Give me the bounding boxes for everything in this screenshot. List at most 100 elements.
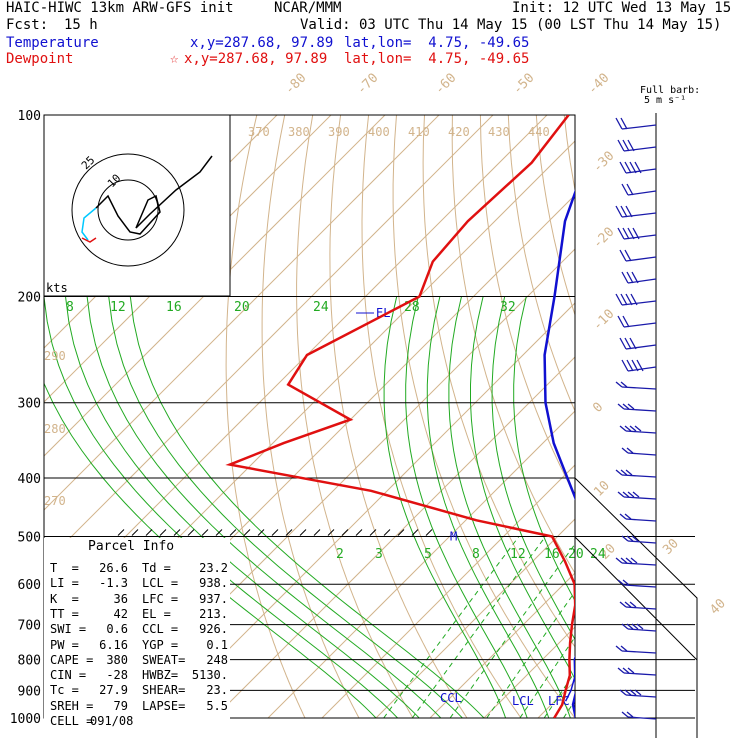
wind-barb-flag <box>634 689 642 696</box>
hatch-mark <box>243 529 251 536</box>
wind-barb-flag <box>631 271 639 284</box>
hatch-mark <box>159 529 167 536</box>
parcel-info-cell: Td = <box>142 561 171 575</box>
pressure-tick-label: 400 <box>18 472 41 487</box>
parcel-info-cell: SHEAR= <box>142 683 186 698</box>
wind-barb <box>627 540 657 544</box>
dewpoint-latlon: lat,lon= 4.75, -49.65 <box>344 51 530 67</box>
parcel-info-cell: CIN = <box>50 668 87 683</box>
parcel-info-cell: 23.2 <box>199 561 228 575</box>
model-title: HAIC-HIWC 13km ARW-GFS init <box>6 0 234 16</box>
level-marker-ccl: CCL <box>440 691 462 705</box>
parcel-info-cell: EL = <box>142 606 171 621</box>
isotherm-label: 0 <box>590 400 606 416</box>
isotherm-line <box>44 115 440 511</box>
dry-adiabat-label: 290 <box>44 349 66 363</box>
parcel-info-cell: 79 <box>113 698 128 713</box>
wind-barb-flag <box>622 227 630 240</box>
wind-barb-flag <box>620 557 628 564</box>
mixing-ratio-label: 12 <box>110 300 126 315</box>
parcel-info-cell: 937. <box>199 591 228 606</box>
wind-barb <box>623 496 657 500</box>
wind-barb-flag <box>630 293 638 306</box>
wind-barb-flag <box>621 271 629 284</box>
parcel-info-cell: HWBZ= <box>142 668 179 683</box>
wind-barb-flag <box>626 711 634 718</box>
wind-barb-flag <box>627 139 635 152</box>
hodograph-trace-surface <box>81 237 97 243</box>
wind-barb-flag <box>619 161 627 174</box>
wind-barb-flag <box>619 249 627 262</box>
hatch-mark <box>411 529 419 536</box>
parcel-info-cell: -28 <box>106 668 128 683</box>
wind-barb-flag <box>619 689 627 696</box>
moist-adiabat <box>448 296 571 718</box>
mixing-ratio-line <box>543 670 575 718</box>
frame-extension <box>574 477 698 738</box>
parcel-info-cell: 42 <box>113 606 128 621</box>
wind-barb-flag <box>619 425 627 432</box>
dry-adiabat-label: 380 <box>288 125 310 139</box>
wind-barb-flag <box>621 623 629 630</box>
dry-adiabat <box>361 115 522 718</box>
wind-barb-flag <box>629 425 637 432</box>
parcel-info-cell: Tc = <box>50 683 79 698</box>
isotherm-line <box>321 464 575 718</box>
dewpoint-coords: x,y=287.68, 97.89 <box>184 51 328 67</box>
wind-barb-flag <box>626 271 634 284</box>
isotherm-label: -50 <box>510 71 537 98</box>
isotherm-line <box>267 410 575 718</box>
dry-adiabat <box>225 115 306 718</box>
wind-barb-flag <box>622 403 630 410</box>
parcel-info-cell: 938. <box>199 576 228 591</box>
isotherm-label: -40 <box>585 71 612 98</box>
wind-barb-flag <box>629 601 637 608</box>
parcel-info-cell: SREH = <box>50 698 94 713</box>
hatch-mark <box>425 529 433 536</box>
wind-barb-flag <box>631 359 639 372</box>
parcel-info-cell: SWI = <box>50 622 87 637</box>
isotherm-line <box>44 115 494 565</box>
wind-barb-flag <box>620 205 628 218</box>
wind-barb-flag <box>615 293 623 306</box>
hatch-mark <box>355 529 363 536</box>
wind-barb-flag <box>622 139 630 152</box>
hatch-mark <box>397 529 405 536</box>
dry-adiabat-label: 410 <box>408 125 430 139</box>
mixing-ratio-label: 3 <box>375 547 383 562</box>
forecast-hour: 15 h <box>64 17 98 33</box>
parcel-info-cell: -1.3 <box>99 576 128 591</box>
isotherm-line <box>700 115 740 718</box>
pressure-tick-label: 900 <box>18 684 41 699</box>
wind-barb-flag <box>625 557 633 564</box>
wind-barb <box>625 430 657 434</box>
parcel-info-cell: LFC = <box>142 591 179 606</box>
hodograph-trace-low <box>81 207 97 241</box>
wind-barb-flag <box>620 381 628 388</box>
dry-adiabat-label: 270 <box>44 494 66 508</box>
parcel-info-cell: LI = <box>50 576 79 591</box>
moist-adiabat <box>405 296 528 718</box>
wind-barb-flag <box>622 315 630 328</box>
mixing-ratio-line <box>449 543 575 718</box>
wind-barb <box>627 452 657 456</box>
moist-adiabat <box>470 296 575 681</box>
isotherm-label: -60 <box>432 71 459 98</box>
wind-barb-flag <box>617 491 625 498</box>
center-label: NCAR/MMM <box>274 0 342 16</box>
hatch-mark <box>271 529 279 536</box>
dry-adiabat-label: 280 <box>44 422 66 436</box>
hatch-mark <box>383 529 391 536</box>
wind-barb-flag <box>624 161 632 174</box>
isotherm-label: -70 <box>354 71 381 98</box>
wind-barb-flag <box>625 205 633 218</box>
wind-barb-flag <box>620 293 628 306</box>
moist-adiabat <box>491 296 575 641</box>
wind-barb-flag <box>624 425 632 432</box>
dry-adiabat <box>676 115 740 718</box>
hatch-mark <box>313 529 321 536</box>
barb-key: Full barb: 5 m s⁻¹ <box>640 86 700 106</box>
wind-barb-flag <box>634 161 642 174</box>
parcel-info-cell: 23. <box>206 683 228 698</box>
wind-barb <box>625 694 657 698</box>
